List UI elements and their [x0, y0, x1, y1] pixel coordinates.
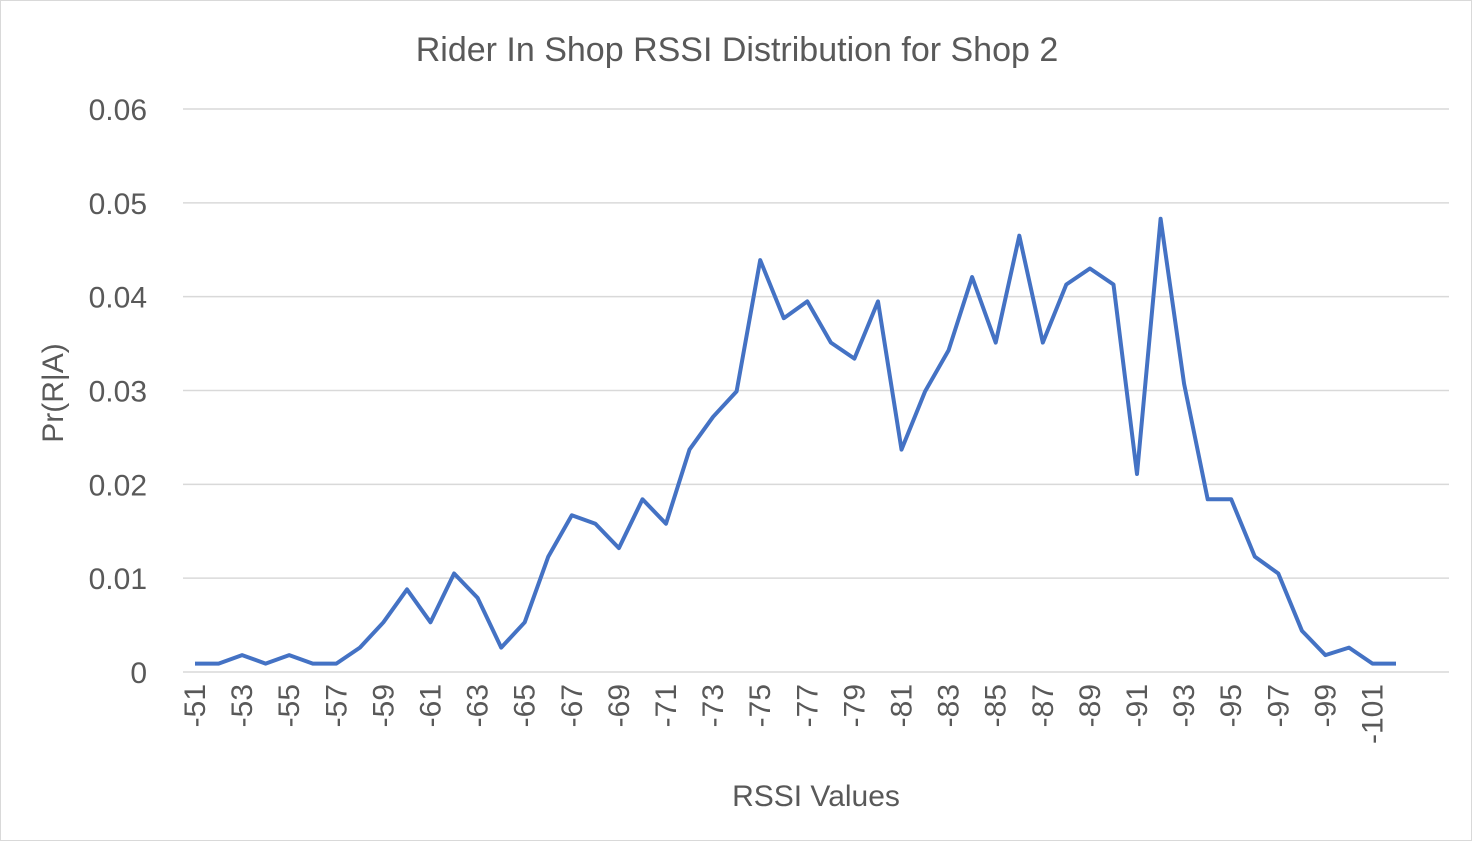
y-tick-labels: 0 0.01 0.02 0.03 0.04 0.05 0.06: [89, 94, 147, 690]
x-tick-label: -51: [179, 684, 212, 727]
x-tick-label: -95: [1215, 684, 1248, 727]
x-tick-label: -67: [556, 684, 589, 727]
x-tick-label: -53: [226, 684, 259, 727]
x-tick-label: -75: [744, 684, 777, 727]
x-tick-label: -63: [462, 684, 495, 727]
x-tick-label: -89: [1074, 684, 1107, 727]
x-tick-label: -69: [603, 684, 636, 727]
x-tick-label: -97: [1262, 684, 1295, 727]
series-layer: [195, 216, 1396, 666]
x-tick-label: -81: [886, 684, 919, 727]
x-tick-label: -79: [838, 684, 871, 727]
x-tick-label: -93: [1168, 684, 1201, 727]
x-tick-label: -65: [509, 684, 542, 727]
x-tick-label: -85: [980, 684, 1013, 727]
x-tick-label: -57: [320, 684, 353, 727]
x-tick-label: -87: [1027, 684, 1060, 727]
x-axis-label: RSSI Values: [732, 780, 900, 813]
x-tick-label: -77: [791, 684, 824, 727]
y-tick-label: 0.02: [89, 469, 147, 502]
y-tick-label: 0.05: [89, 188, 147, 221]
x-tick-label: -61: [415, 684, 448, 727]
grid-lines: [183, 108, 1449, 673]
y-tick-label: 0.01: [89, 563, 147, 596]
y-tick-label: 0.04: [89, 282, 147, 315]
y-tick-label: 0.03: [89, 376, 147, 409]
x-tick-label: -83: [933, 684, 966, 727]
x-tick-label: -73: [697, 684, 730, 727]
x-tick-label: -91: [1121, 684, 1154, 727]
x-tick-label: -55: [273, 684, 306, 727]
x-tick-label: -71: [650, 684, 683, 727]
series-line: [195, 216, 1396, 666]
y-axis-label: Pr(R|A): [37, 343, 70, 442]
y-tick-label: 0: [130, 657, 147, 690]
x-tick-labels: -51 -53 -55 -57 -59 -61 -63 -65 -67 -69 -71 -73 -75-…: [179, 684, 1390, 744]
y-tick-label: 0.06: [89, 94, 147, 127]
x-tick-label: -99: [1309, 684, 1342, 727]
chart-title: Rider In Shop RSSI Distribution for Shop…: [416, 31, 1059, 69]
x-tick-label: -59: [367, 684, 400, 727]
x-tick-label: -101: [1357, 684, 1390, 744]
